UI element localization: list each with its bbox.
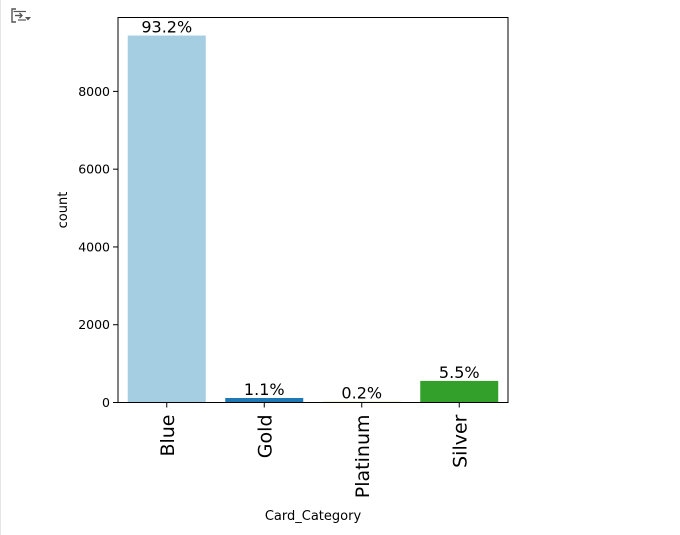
x-axis-title: Card_Category [265,509,362,524]
output-left-border [0,0,1,535]
y-axis: 0 2000 4000 6000 8000 [78,84,118,410]
y-tick-label-8000: 8000 [78,84,110,99]
data-label-silver: 5.5% [439,363,480,382]
y-tick-label-4000: 4000 [78,239,110,254]
data-label-gold: 1.1% [244,380,285,399]
bars-layer [127,35,499,403]
data-label-platinum: 0.2% [341,384,382,403]
x-tick-label-blue: Blue [157,415,179,457]
data-labels-layer: 93.2% 1.1% 0.2% 5.5% [141,18,479,403]
x-tick-label-platinum: Platinum [352,415,374,499]
data-label-blue: 93.2% [141,18,192,37]
bar-gold [225,397,304,403]
y-axis-title: count [56,192,71,229]
bar-blue [127,35,206,403]
output-settings-icon[interactable] [10,6,32,26]
y-tick-label-0: 0 [102,395,110,410]
x-tick-label-silver: Silver [449,414,471,468]
plot-frame [117,17,509,403]
bar-silver [420,380,499,403]
x-axis: Blue Gold Platinum Silver [157,402,471,499]
x-tick-label-gold: Gold [254,415,276,459]
y-tick-label-2000: 2000 [78,317,110,332]
y-tick-label-6000: 6000 [78,162,110,177]
output-settings-icon-glyph [11,8,31,23]
